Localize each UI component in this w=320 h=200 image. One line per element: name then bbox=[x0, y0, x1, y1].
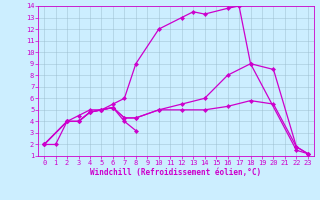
X-axis label: Windchill (Refroidissement éolien,°C): Windchill (Refroidissement éolien,°C) bbox=[91, 168, 261, 177]
